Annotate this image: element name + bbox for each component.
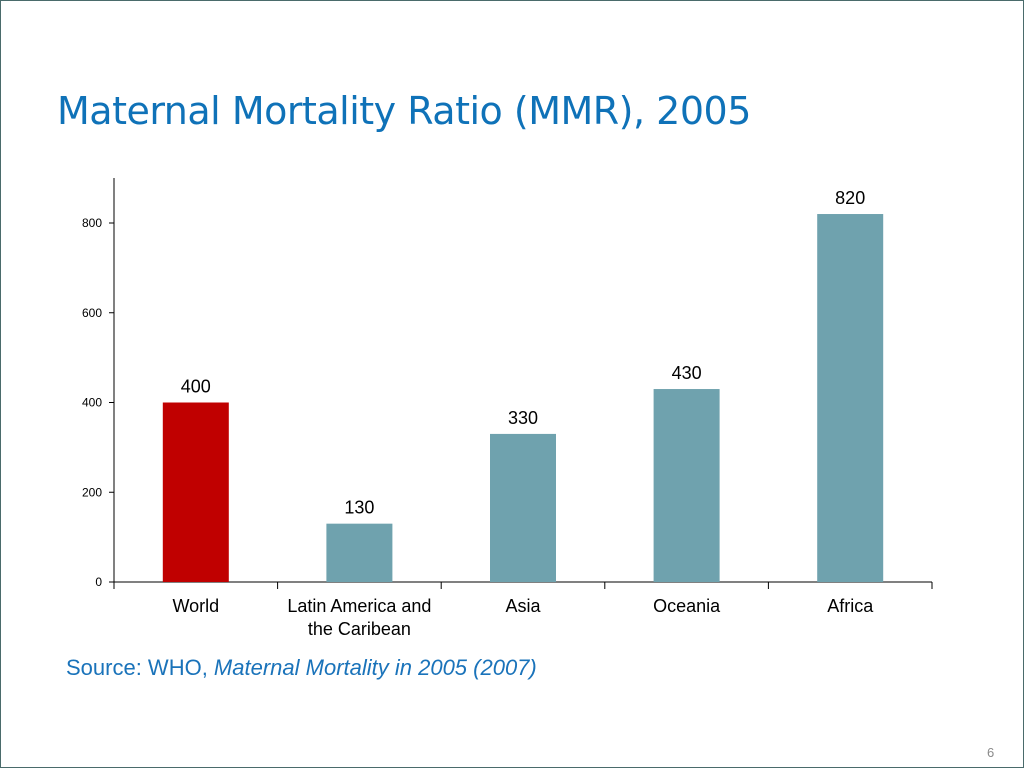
slide-title: Maternal Mortality Ratio (MMR), 2005	[57, 89, 751, 133]
y-tick-label: 600	[82, 306, 102, 320]
bar	[817, 214, 884, 582]
bar	[490, 433, 556, 582]
x-category-label: Africa	[827, 596, 874, 616]
y-tick-label: 800	[82, 216, 102, 230]
bar	[653, 389, 720, 582]
bar	[162, 402, 229, 582]
data-label: 400	[181, 377, 211, 397]
data-label: 820	[835, 188, 865, 208]
x-category-label: Latin America and	[287, 596, 431, 616]
x-category-label: Asia	[505, 596, 541, 616]
source-citation: Source: WHO, Maternal Mortality in 2005 …	[66, 655, 537, 681]
x-category-label: the Caribean	[308, 619, 411, 639]
y-tick-label: 0	[95, 575, 102, 589]
source-title: Maternal Mortality in 2005 (2007)	[213, 655, 537, 680]
bar	[326, 523, 393, 582]
y-tick-label: 400	[82, 396, 102, 410]
data-label: 430	[672, 363, 702, 383]
y-tick-label: 200	[82, 485, 102, 499]
x-category-label: Oceania	[653, 596, 721, 616]
source-prefix: Source: WHO,	[66, 655, 214, 680]
data-label: 130	[344, 498, 374, 518]
data-label: 330	[508, 408, 538, 428]
page-number: 6	[987, 745, 995, 760]
x-category-label: World	[172, 596, 219, 616]
